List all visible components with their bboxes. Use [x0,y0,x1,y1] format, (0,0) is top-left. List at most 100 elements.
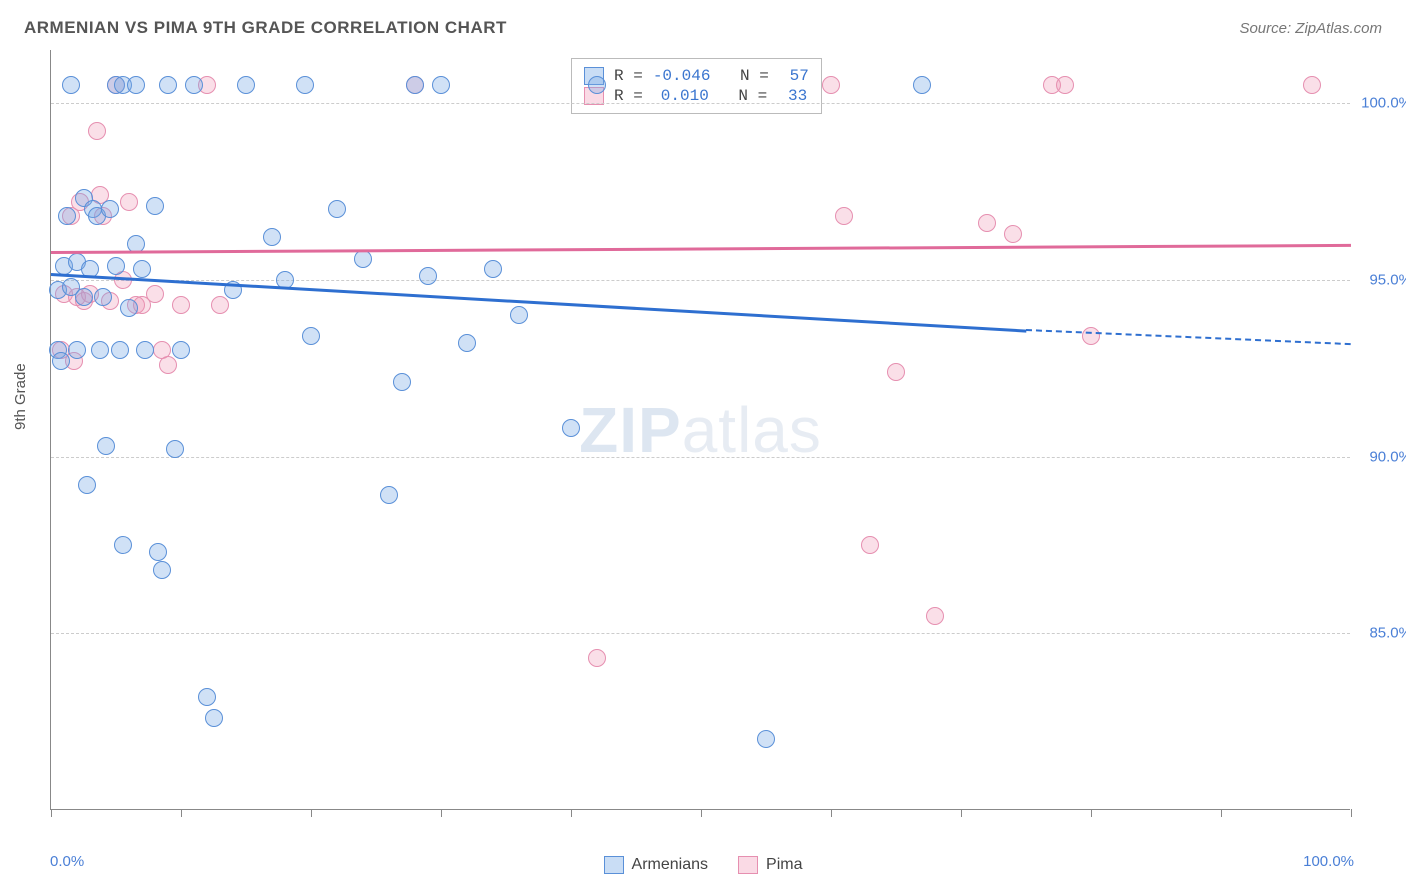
data-point [419,267,437,285]
data-point [166,440,184,458]
legend-item-armenians: Armenians [604,856,708,874]
regression-line [51,273,1026,332]
chart-source: Source: ZipAtlas.com [1239,20,1382,37]
data-point [1056,76,1074,94]
data-point [237,76,255,94]
data-point [172,341,190,359]
x-tick [1221,809,1222,817]
x-tick [571,809,572,817]
data-point [406,76,424,94]
chart-header: ARMENIAN VS PIMA 9TH GRADE CORRELATION C… [24,18,1382,38]
regression-line [51,244,1351,254]
data-point [88,122,106,140]
data-point [887,363,905,381]
data-point [458,334,476,352]
scatter-plot-area: ZIPatlas R = -0.046 N = 57 R = 0.010 N =… [50,50,1350,810]
data-point [101,200,119,218]
gridline [51,457,1350,458]
data-point [263,228,281,246]
gridline [51,280,1350,281]
y-axis-label: 9th Grade [12,363,29,430]
data-point [1004,225,1022,243]
data-point [75,288,93,306]
y-tick-label: 90.0% [1369,448,1406,465]
data-point [328,200,346,218]
data-point [78,476,96,494]
data-point [91,341,109,359]
data-point [136,341,154,359]
data-point [111,341,129,359]
x-tick [441,809,442,817]
data-point [146,285,164,303]
chart-title: ARMENIAN VS PIMA 9TH GRADE CORRELATION C… [24,18,507,38]
data-point [302,327,320,345]
data-point [52,352,70,370]
x-tick [311,809,312,817]
data-point [835,207,853,225]
data-point [58,207,76,225]
data-point [380,486,398,504]
x-tick [1351,809,1352,817]
correlation-stats-box: R = -0.046 N = 57 R = 0.010 N = 33 [571,58,822,114]
chart-legend: Armenians Pima [0,856,1406,874]
data-point [296,76,314,94]
data-point [588,649,606,667]
data-point [149,543,167,561]
r-label: R = [614,67,643,85]
data-point [68,341,86,359]
stats-row-armenians: R = -0.046 N = 57 [584,67,809,85]
data-point [107,257,125,275]
data-point [114,536,132,554]
data-point [153,561,171,579]
data-point [1082,327,1100,345]
data-point [562,419,580,437]
regression-line [1026,329,1351,345]
gridline [51,633,1350,634]
x-tick [181,809,182,817]
data-point [120,193,138,211]
data-point [94,288,112,306]
data-point [62,76,80,94]
data-point [432,76,450,94]
n-label: N = [740,67,769,85]
data-point [393,373,411,391]
data-point [926,607,944,625]
data-point [133,260,151,278]
data-point [510,306,528,324]
data-point [484,260,502,278]
data-point [127,76,145,94]
data-point [97,437,115,455]
data-point [205,709,223,727]
data-point [172,296,190,314]
x-tick [701,809,702,817]
x-tick [961,809,962,817]
swatch-pima-icon [738,856,758,874]
legend-label-b: Pima [766,856,802,874]
data-point [588,76,606,94]
data-point [354,250,372,268]
data-point [1303,76,1321,94]
r-value-a: -0.046 [653,67,711,85]
y-tick-label: 95.0% [1369,271,1406,288]
watermark: ZIPatlas [579,393,822,467]
data-point [913,76,931,94]
swatch-armenians-icon [604,856,624,874]
data-point [185,76,203,94]
data-point [159,356,177,374]
y-tick-label: 85.0% [1369,625,1406,642]
data-point [159,76,177,94]
data-point [146,197,164,215]
data-point [120,299,138,317]
x-tick [51,809,52,817]
x-tick [1091,809,1092,817]
legend-item-pima: Pima [738,856,802,874]
data-point [211,296,229,314]
data-point [861,536,879,554]
legend-label-a: Armenians [632,856,708,874]
data-point [978,214,996,232]
n-value-a: 57 [779,67,809,85]
x-tick [831,809,832,817]
data-point [757,730,775,748]
data-point [822,76,840,94]
y-tick-label: 100.0% [1361,95,1406,112]
